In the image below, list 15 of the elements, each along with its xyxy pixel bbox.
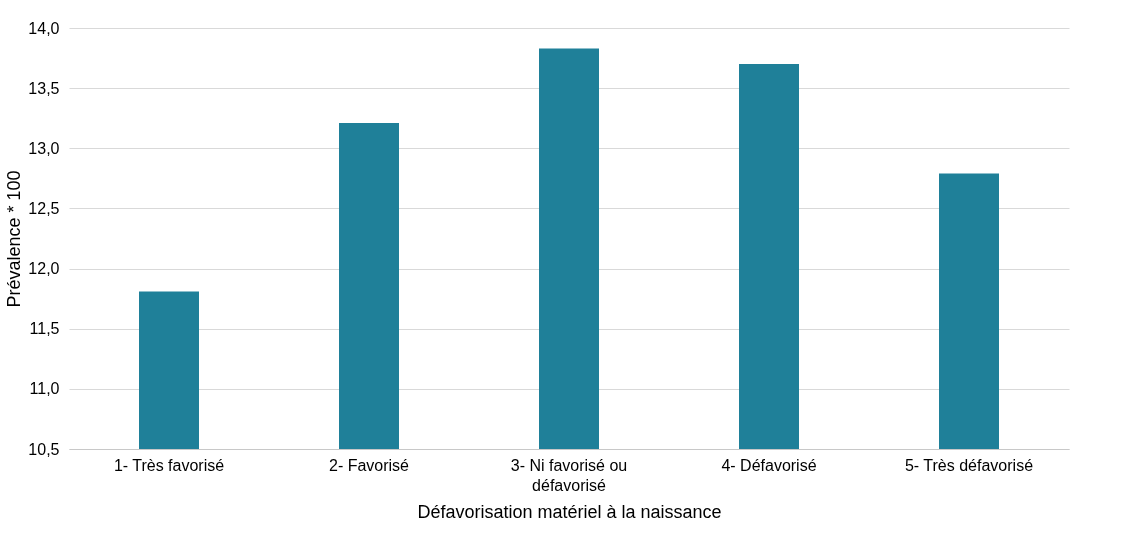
x-tick-label: 1- Très favorisé (113, 456, 225, 474)
y-tick-label: 10,5 (28, 440, 60, 458)
y-tick-label: 11,5 (29, 320, 60, 338)
x-tick-label: 2- Favorisé (328, 456, 410, 474)
y-axis-title: Prévalence * 100 (4, 170, 25, 308)
x-tick-label: 5- Très défavorisé (904, 456, 1034, 474)
y-tick-label: 14,0 (28, 19, 60, 37)
x-tick-label: 4- Défavorisé (721, 456, 817, 474)
y-tick-label: 11,0 (29, 380, 60, 398)
y-tick-label: 12,0 (28, 260, 60, 278)
y-tick-label: 12,5 (28, 199, 60, 217)
y-tick-label: 13,5 (28, 79, 60, 97)
y-tick-label: 13,0 (28, 139, 60, 157)
x-axis-title: Défavorisation matériel à la naissance (417, 501, 722, 522)
x-tick-label: 3- Ni favorisé ou défavorisé (510, 456, 628, 494)
